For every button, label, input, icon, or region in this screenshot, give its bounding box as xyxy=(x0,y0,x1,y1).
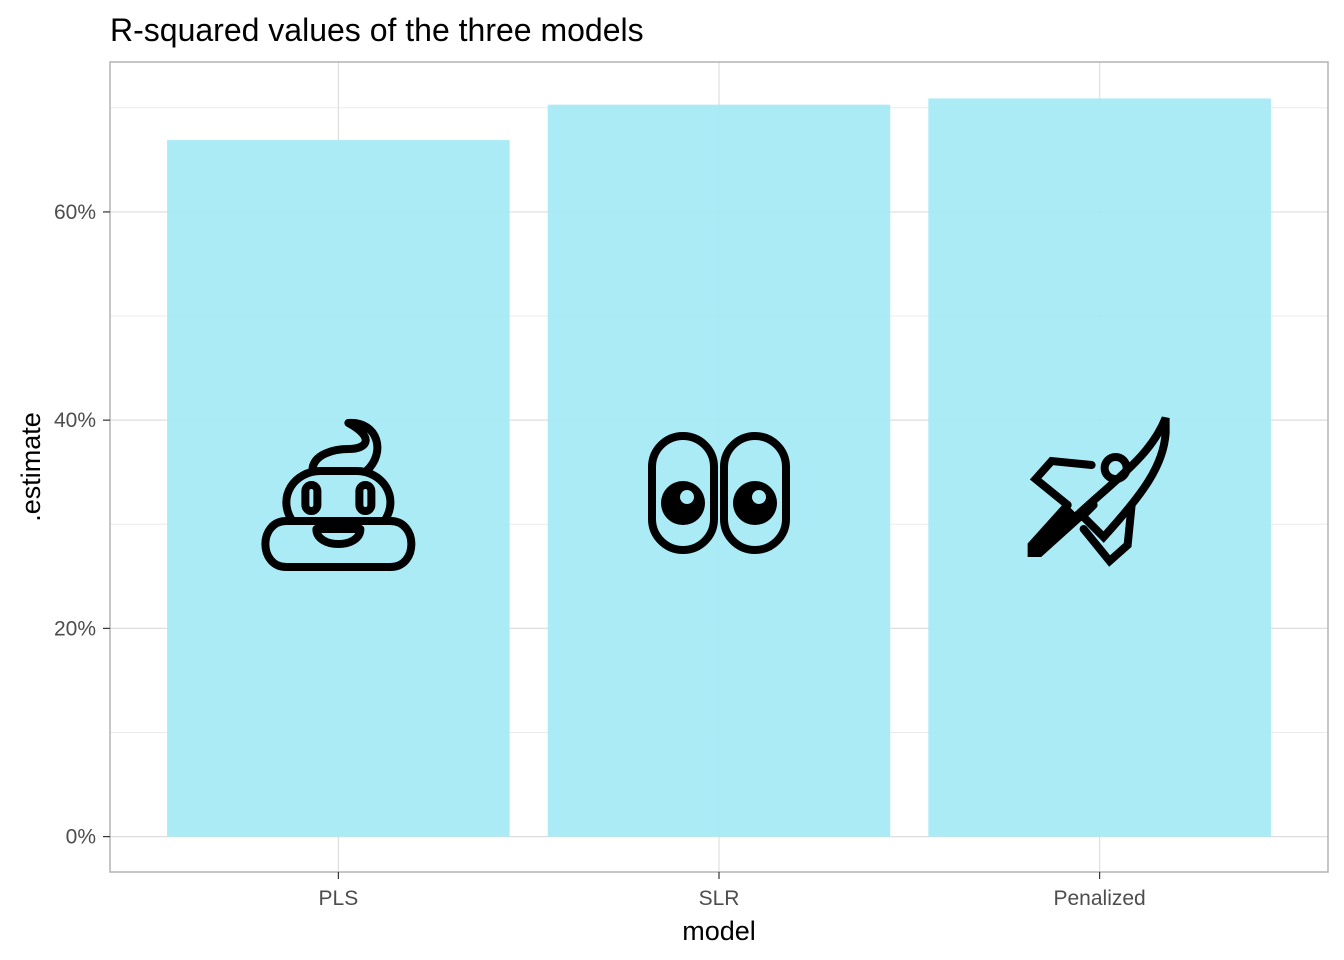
x-tick-label: SLR xyxy=(699,887,740,910)
x-tick-label: PLS xyxy=(319,887,359,910)
x-axis: PLS SLR Penalized xyxy=(319,872,1146,910)
bar-slr xyxy=(547,104,891,837)
y-tick-label: 40% xyxy=(54,409,96,432)
bars xyxy=(167,98,1271,837)
chart-title: R-squared values of the three models xyxy=(110,12,644,48)
y-tick-label: 20% xyxy=(54,617,96,640)
bar-pls xyxy=(167,140,510,837)
y-axis: 0% 20% 40% 60% xyxy=(54,201,110,849)
y-axis-title: .estimate xyxy=(16,412,46,522)
x-axis-title: model xyxy=(682,916,756,946)
bar-penalized xyxy=(928,98,1271,837)
plot-area xyxy=(109,61,1329,873)
y-tick-label: 0% xyxy=(66,826,96,849)
x-tick-label: Penalized xyxy=(1054,887,1146,910)
y-tick-label: 60% xyxy=(54,201,96,224)
